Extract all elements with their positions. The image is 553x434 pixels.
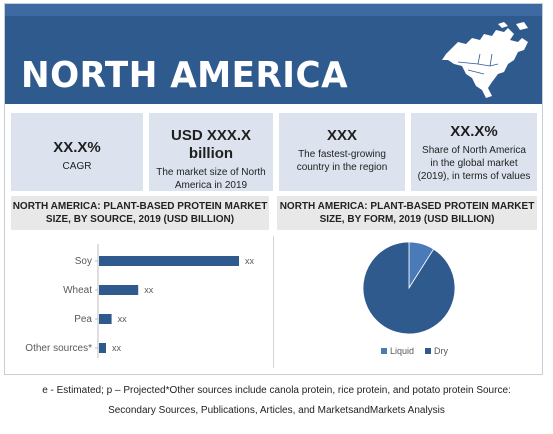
bar-value-label: xx xyxy=(144,285,154,295)
category-label: Other sources* xyxy=(25,343,92,354)
bar-pea xyxy=(99,314,112,324)
kpi-value: XX.X% xyxy=(53,139,101,156)
legend-label-dry: Dry xyxy=(434,346,448,356)
bar-value-label: xx xyxy=(118,314,128,324)
kpi-market-size: USD XXX.X billion The market size of Nor… xyxy=(149,113,273,191)
banner-stripe xyxy=(5,4,542,16)
kpi-label: Share of North America in the global mar… xyxy=(417,145,531,182)
category-label: Soy xyxy=(75,256,92,267)
kpi-label: CAGR xyxy=(62,161,92,172)
panel-divider xyxy=(273,236,274,368)
header-banner: NORTH AMERICA xyxy=(5,4,542,104)
bar-wheat xyxy=(99,285,139,295)
footnote-line-2: Secondary Sources, Publications, Article… xyxy=(108,405,445,416)
bar-chart-title: NORTH AMERICA: PLANT-BASED PROTEIN MARKE… xyxy=(11,196,269,230)
bar-other-sources- xyxy=(99,343,106,353)
category-label: Wheat xyxy=(63,285,92,296)
bar-value-label: xx xyxy=(112,343,122,353)
kpi-value: XXX xyxy=(326,127,357,144)
bar-value-label: xx xyxy=(245,256,255,266)
footnote-line-1: e - Estimated; p – Projected*Other sourc… xyxy=(42,385,511,396)
pie-slice-dry xyxy=(362,241,456,335)
bar-soy xyxy=(99,256,239,266)
kpi-value: USD XXX.X billion xyxy=(170,127,252,162)
kpi-label: The market size of North America in 2019 xyxy=(156,167,266,191)
category-label: Pea xyxy=(74,314,92,325)
kpi-cagr: XX.X% CAGR xyxy=(11,113,143,191)
infographic-frame: NORTH AMERICA XX.X% CAGR USD XXX.X billi… xyxy=(4,3,543,375)
legend-swatch-liquid xyxy=(381,348,387,354)
kpi-label: The fastest-growing country in the regio… xyxy=(296,149,388,173)
kpi-fastest-growing: XXX The fastest-growing country in the r… xyxy=(279,113,405,191)
kpi-value: XX.X% xyxy=(450,123,498,140)
legend-swatch-dry xyxy=(425,348,431,354)
pie-chart-title: NORTH AMERICA: PLANT-BASED PROTEIN MARKE… xyxy=(277,196,537,230)
legend-label-liquid: Liquid xyxy=(390,346,414,356)
north-america-map-icon xyxy=(442,22,528,98)
region-title: NORTH AMERICA xyxy=(21,55,349,96)
kpi-global-share: XX.X% Share of North America in the glob… xyxy=(411,113,537,191)
bar-chart: Soy xx Wheat xx Pea xx Other sources* xx xyxy=(25,244,255,358)
kpi-row: XX.X% CAGR USD XXX.X billion The market … xyxy=(11,113,537,191)
pie-chart: Liquid Dry xyxy=(362,241,456,356)
